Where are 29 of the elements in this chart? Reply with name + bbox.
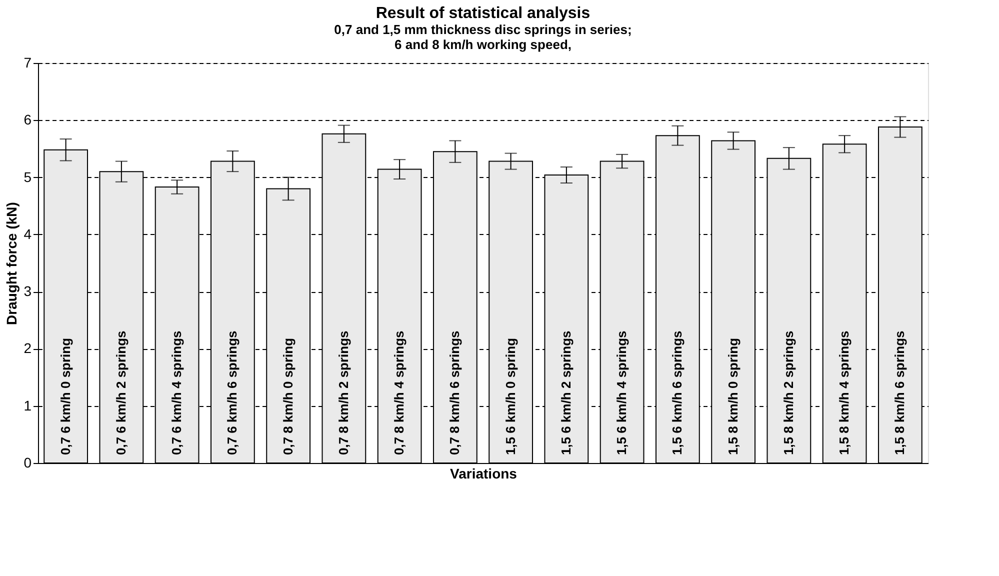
y-axis-title: Draught force (kN) [4, 202, 20, 325]
y-tick-label: 7 [24, 54, 32, 70]
x-tick-label: 1,5 6 km/h 4 springs [614, 330, 630, 455]
x-tick-label: 1,5 8 km/h 6 springs [892, 330, 908, 455]
x-tick-label: 0,7 8 km/h 0 spring [280, 338, 296, 455]
y-tick-label: 1 [24, 397, 32, 414]
text: 0,7 and 1,5 mm thickness disc springs in series; [334, 22, 632, 37]
y-tick-label: 5 [24, 168, 32, 185]
x-tick-label: 0,7 6 km/h 4 springs [169, 330, 184, 455]
x-tick-label: 1,5 6 km/h 6 springs [670, 330, 685, 455]
y-tick-label: 0 [24, 454, 32, 470]
x-tick-label: 0,7 8 km/h 2 springs [336, 330, 351, 455]
x-axis-title: Variations [450, 466, 518, 482]
x-tick-label: 0,7 6 km/h 0 spring [58, 338, 73, 455]
y-tick-label: 2 [24, 340, 32, 356]
text: 6 and 8 km/h working speed, [394, 37, 572, 52]
x-tick-label: 1,5 8 km/h 0 spring [725, 338, 740, 455]
x-tick-label: 1,5 8 km/h 2 springs [780, 330, 796, 455]
x-tick-label: 1,5 6 km/h 0 spring [502, 338, 518, 455]
x-tick-label: 1,5 8 km/h 4 springs [836, 330, 852, 455]
x-tick-label: 0,7 6 km/h 6 springs [224, 330, 240, 455]
x-tick-label: 0,7 8 km/h 6 springs [447, 330, 462, 455]
y-tick-label: 6 [24, 112, 32, 128]
x-tick-label: 1,5 6 km/h 2 springs [558, 330, 574, 455]
x-tick-label: 0,7 8 km/h 4 springs [392, 330, 407, 455]
y-tick-label: 3 [24, 283, 32, 300]
chart-title: Result of statistical analysis [376, 5, 590, 22]
y-tick-label: 4 [24, 226, 32, 242]
x-tick-label: 0,7 6 km/h 2 springs [113, 330, 128, 455]
